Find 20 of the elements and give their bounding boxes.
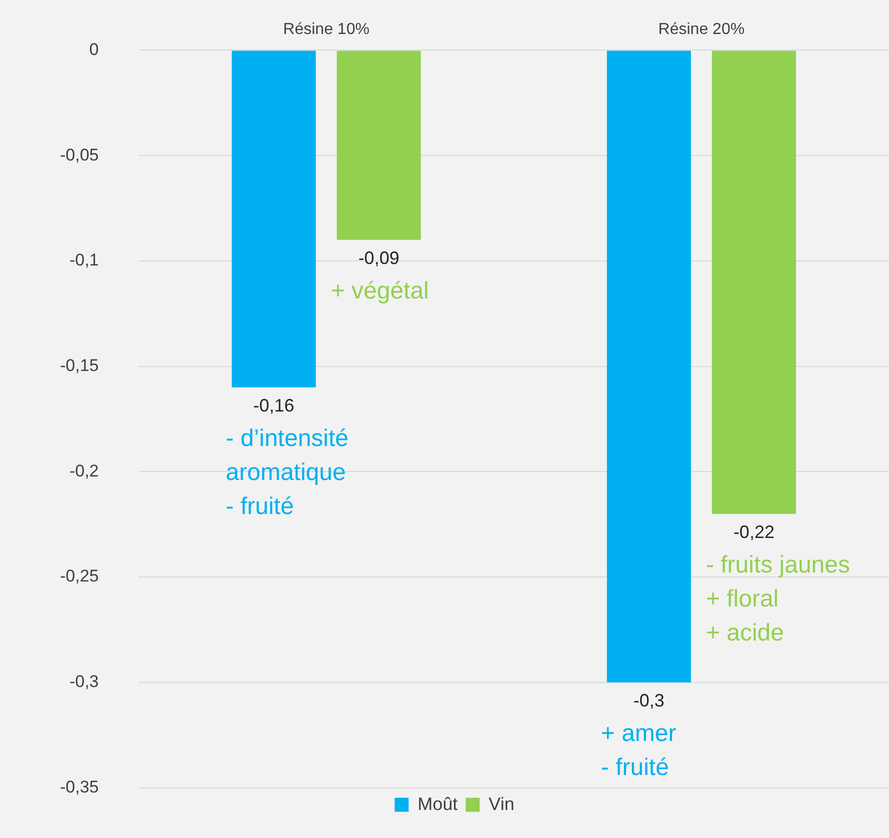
annotation: - fruits jaunes + floral + acide xyxy=(706,551,850,646)
y-tick-label: -0,05 xyxy=(60,145,99,164)
data-label: -0,09 xyxy=(358,248,400,268)
data-label: -0,22 xyxy=(733,522,774,542)
y-tick-label: -0,3 xyxy=(69,672,99,692)
annotation: + amer - fruité xyxy=(600,720,676,782)
data-label: -0,16 xyxy=(253,395,294,416)
y-tick-label: -0,2 xyxy=(69,461,99,480)
x-tick-label: Résine 20% xyxy=(658,21,745,38)
y-tick-label: -0,1 xyxy=(69,250,99,270)
x-tick-label: Résine 10% xyxy=(283,21,370,38)
y-tick-label: -0,15 xyxy=(60,356,99,375)
y-tick-label: -0,35 xyxy=(60,777,99,796)
data-label: -0,3 xyxy=(633,690,664,710)
y-tick-label: 0 xyxy=(89,40,99,59)
y-tick-label: -0,25 xyxy=(60,566,99,586)
annotation: - d’intensité aromatique - fruité xyxy=(226,425,349,520)
legend-label: Moût xyxy=(418,794,458,814)
legend-label: Vin xyxy=(488,794,514,814)
annotation: + végétal xyxy=(330,277,429,304)
